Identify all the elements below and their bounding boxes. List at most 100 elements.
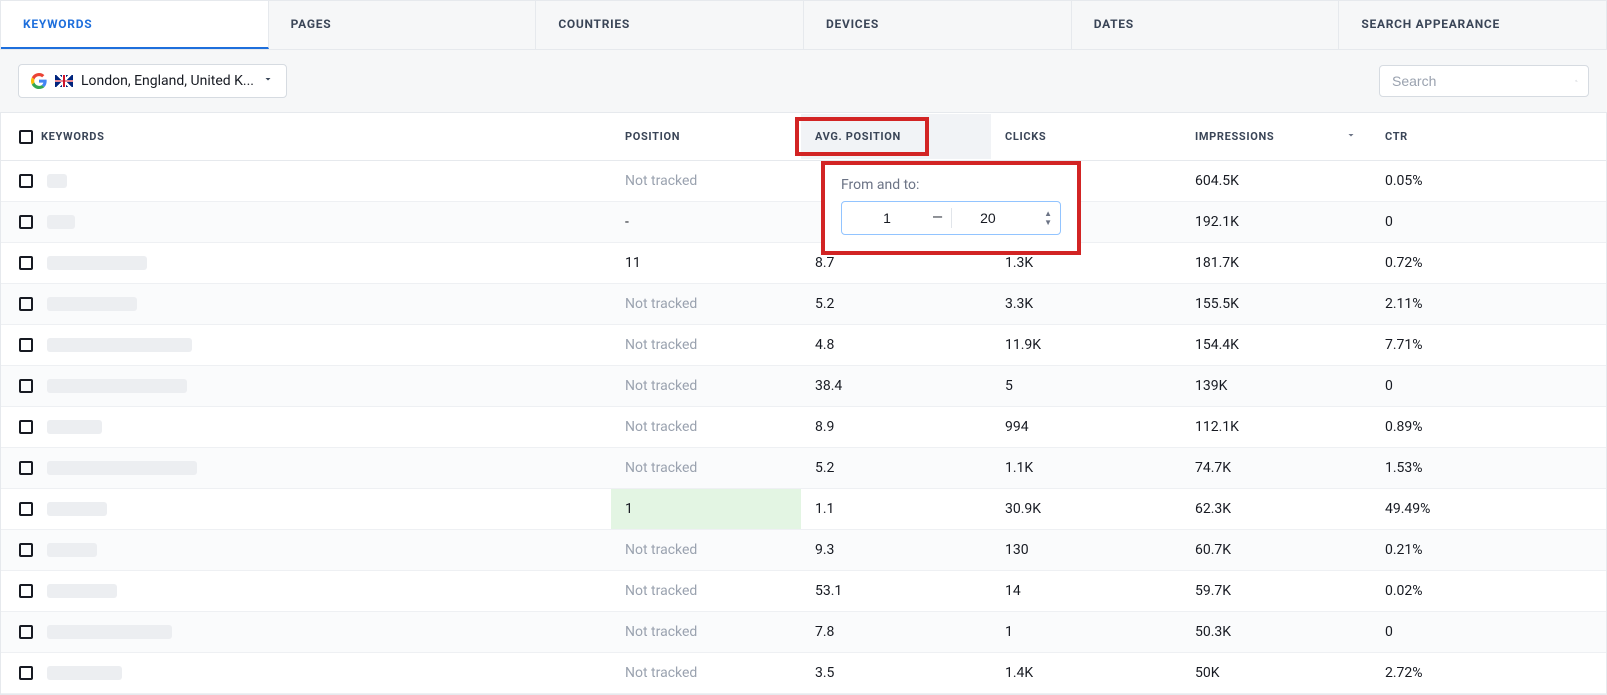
row-checkbox[interactable] (19, 215, 33, 229)
flag-uk-icon (55, 75, 73, 87)
table-row: Not tracked9.313060.7K0.21% (1, 530, 1606, 571)
impressions-cell: 59.7K (1181, 571, 1371, 611)
keyword-cell (1, 613, 611, 651)
tab-countries[interactable]: COUNTRIES (536, 1, 804, 49)
range-to-input[interactable] (943, 209, 1033, 227)
location-select[interactable]: London, England, United K... (18, 64, 287, 98)
avg-position-cell: 8.9 (801, 407, 991, 447)
position-cell: Not tracked (611, 653, 801, 693)
position-cell: - (611, 202, 801, 242)
keywords-table: KEYWORDS POSITION AVG. POSITION CLICKS I… (0, 112, 1607, 695)
tab-keywords[interactable]: KEYWORDS (1, 1, 269, 49)
col-position[interactable]: POSITION (611, 114, 801, 159)
tab-devices[interactable]: DEVICES (804, 1, 1072, 49)
row-checkbox[interactable] (19, 502, 33, 516)
toolbar: London, England, United K... (0, 50, 1607, 112)
ctr-cell: 7.71% (1371, 325, 1606, 365)
col-clicks[interactable]: CLICKS (991, 114, 1181, 159)
impressions-cell: 50.3K (1181, 612, 1371, 652)
ctr-cell: 0 (1371, 612, 1606, 652)
row-checkbox[interactable] (19, 379, 33, 393)
ctr-cell: 0.72% (1371, 243, 1606, 283)
tab-dates[interactable]: DATES (1072, 1, 1340, 49)
clicks-cell: 5 (991, 366, 1181, 406)
table-row: Not tracked3.51.4K50K2.72% (1, 653, 1606, 694)
row-checkbox[interactable] (19, 666, 33, 680)
impressions-cell: 154.4K (1181, 325, 1371, 365)
ctr-cell: 2.11% (1371, 284, 1606, 324)
avg-position-cell: 1.1 (801, 489, 991, 529)
col-avg-position-label: AVG. POSITION (815, 130, 901, 143)
keyword-cell (1, 285, 611, 323)
keyword-cell (1, 531, 611, 569)
col-position-label: POSITION (625, 130, 680, 143)
keyword-text-redacted (47, 502, 107, 516)
row-checkbox[interactable] (19, 174, 33, 188)
row-checkbox[interactable] (19, 420, 33, 434)
row-checkbox[interactable] (19, 297, 33, 311)
keyword-cell (1, 449, 611, 487)
ctr-cell: 0 (1371, 366, 1606, 406)
table-row: Not tracked53.11459.7K0.02% (1, 571, 1606, 612)
range-from-input[interactable] (842, 209, 932, 227)
col-clicks-label: CLICKS (1005, 130, 1046, 143)
avg-position-cell: 9.3 (801, 530, 991, 570)
tab-search_appearance[interactable]: SEARCH APPEARANCE (1339, 1, 1606, 49)
avg-position-cell: 4.8 (801, 325, 991, 365)
tabs: KEYWORDSPAGESCOUNTRIESDEVICESDATESSEARCH… (0, 0, 1607, 50)
search-icon (1575, 73, 1578, 89)
position-cell: Not tracked (611, 325, 801, 365)
position-cell: Not tracked (611, 407, 801, 447)
table-row: Not tracked4.811.9K154.4K7.71% (1, 325, 1606, 366)
row-checkbox[interactable] (19, 543, 33, 557)
table-row: Not tracked604.5K0.05% (1, 161, 1606, 202)
range-separator: — (932, 210, 943, 226)
col-keywords[interactable]: KEYWORDS (1, 114, 611, 160)
col-impressions[interactable]: IMPRESSIONS (1181, 113, 1371, 160)
table-row: Not tracked5.23.3K155.5K2.11% (1, 284, 1606, 325)
position-cell: Not tracked (611, 284, 801, 324)
table-row: Not tracked5.21.1K74.7K1.53% (1, 448, 1606, 489)
table-body: Not tracked604.5K0.05%-192.1K0118.71.3K1… (1, 161, 1606, 694)
clicks-cell: 1.1K (991, 448, 1181, 488)
position-cell: Not tracked (611, 571, 801, 611)
avg-position-cell: 7.8 (801, 612, 991, 652)
keyword-cell (1, 490, 611, 528)
position-cell: Not tracked (611, 366, 801, 406)
ctr-cell: 0.05% (1371, 161, 1606, 201)
row-checkbox[interactable] (19, 461, 33, 475)
row-checkbox[interactable] (19, 256, 33, 270)
search-box[interactable] (1379, 65, 1589, 97)
chevron-down-icon (262, 73, 274, 89)
row-checkbox[interactable] (19, 584, 33, 598)
table-row: Not tracked38.45139K0 (1, 366, 1606, 407)
keyword-text-redacted (47, 666, 122, 680)
ctr-cell: 0.89% (1371, 407, 1606, 447)
keyword-cell (1, 244, 611, 282)
col-avg-position[interactable]: AVG. POSITION (801, 114, 991, 159)
impressions-cell: 604.5K (1181, 161, 1371, 201)
search-input[interactable] (1390, 72, 1575, 90)
clicks-cell: 1 (991, 612, 1181, 652)
tab-pages[interactable]: PAGES (269, 1, 537, 49)
position-cell: Not tracked (611, 612, 801, 652)
keyword-text-redacted (47, 584, 117, 598)
impressions-cell: 139K (1181, 366, 1371, 406)
table-header: KEYWORDS POSITION AVG. POSITION CLICKS I… (1, 112, 1606, 161)
clicks-cell: 1.4K (991, 653, 1181, 693)
impressions-cell: 50K (1181, 653, 1371, 693)
avg-position-cell: 3.5 (801, 653, 991, 693)
avg-position-cell: 5.2 (801, 448, 991, 488)
range-input[interactable]: — ▲▼ (841, 201, 1061, 235)
stepper-icon[interactable]: ▲▼ (1044, 210, 1052, 227)
row-checkbox[interactable] (19, 625, 33, 639)
table-row: Not tracked7.8150.3K0 (1, 612, 1606, 653)
col-ctr[interactable]: CTR (1371, 114, 1606, 159)
select-all-checkbox[interactable] (19, 130, 33, 144)
table-row: Not tracked8.9994112.1K0.89% (1, 407, 1606, 448)
table-row: 11.130.9K62.3K49.49% (1, 489, 1606, 530)
chevron-down-icon (1345, 129, 1357, 144)
row-checkbox[interactable] (19, 338, 33, 352)
keyword-cell (1, 326, 611, 364)
table-row: -192.1K0 (1, 202, 1606, 243)
